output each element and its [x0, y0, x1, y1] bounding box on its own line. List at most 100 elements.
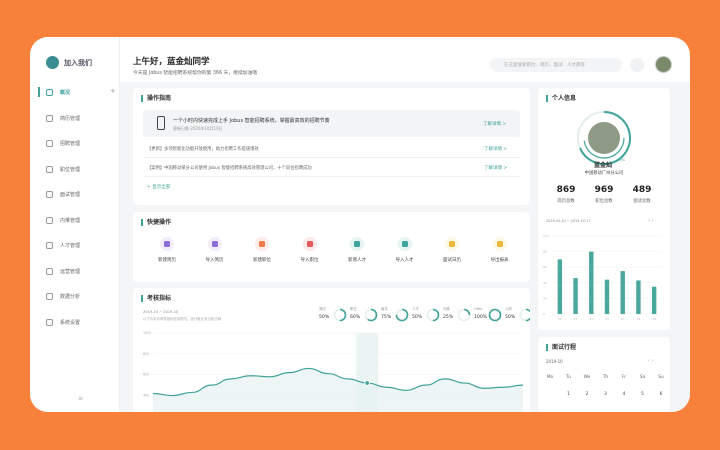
collapse-icon[interactable]: ≡	[78, 395, 84, 402]
y-tick-label: 1000	[143, 331, 151, 335]
stat-label: 职位总数	[595, 199, 613, 204]
calendar-nav[interactable]: ‹ ›	[648, 358, 654, 364]
panel-title: 个人信息	[546, 95, 576, 102]
day[interactable]: 4	[622, 392, 626, 397]
day[interactable]: 3	[604, 392, 607, 397]
menu-item[interactable]: 内推管理	[60, 217, 81, 224]
quick-glyph	[211, 241, 218, 247]
ring-value: 60%	[350, 314, 361, 320]
y-tick-label: 20	[543, 296, 547, 300]
quick-label[interactable]: 导入简历	[205, 258, 224, 263]
menu-icon	[46, 140, 53, 147]
day[interactable]: 6	[659, 392, 663, 397]
quick-icon[interactable]	[302, 237, 317, 251]
day[interactable]: 1	[567, 392, 570, 397]
metrics-chart: 简历 50% 职位 60% 面试 75% 人才 50% 内推 25% Offer 100% 入职 50% 4…	[143, 306, 530, 412]
metrics-note: 以下为本月考核指标完成情况，统计截止到当前日期	[143, 317, 221, 321]
menu-item[interactable]: 数据分析	[60, 294, 81, 300]
quick-icon[interactable]	[255, 237, 269, 251]
guide-icon	[157, 116, 165, 130]
stat-value: 489	[632, 185, 652, 195]
quick-label[interactable]: 导出报表	[490, 258, 509, 263]
quick-icon[interactable]	[445, 237, 459, 251]
ring-arc	[457, 308, 471, 322]
chart-date: 2019-10-10 ~ 2019-10-17	[546, 219, 591, 223]
weekday: Sa	[639, 375, 646, 380]
content: 操作指南 一个小时内快速完成上手 Jobus 智能招聘系统，掌握最高效的招聘节奏…	[120, 82, 690, 412]
expand-icon: +	[110, 87, 116, 95]
day[interactable]: 2	[585, 392, 589, 397]
detail-link[interactable]: 了解详情 >	[484, 147, 508, 152]
quick-glyph	[164, 241, 170, 247]
menu-item[interactable]: 面试管理	[60, 192, 81, 198]
quick-glyph	[401, 241, 408, 247]
menu-item[interactable]: 系统设置	[60, 319, 81, 326]
menu-icon	[46, 114, 53, 122]
bar	[620, 271, 625, 314]
search-box[interactable]: 在这里搜索职位、简历、面试、人才库等	[490, 58, 622, 72]
detail-link[interactable]: 了解详情 >	[484, 166, 508, 171]
guide-item: 【案例】中国移动某分公司使用 Jobus 智能招聘系统高效管理公司，十个岗位招聘…	[147, 166, 312, 171]
quick-glyph	[449, 241, 455, 247]
menu-item[interactable]: 人才管理	[60, 243, 81, 249]
y-tick-label: 40	[543, 281, 547, 285]
calendar-month: 2019-10	[546, 359, 563, 364]
bar	[589, 251, 594, 314]
sidebar: 加入我们 + 概况 简历管理 招聘管理 职位管理 面试管理 内推管理 人才管理 运营管理 数据分…	[30, 37, 120, 412]
ring-label: 人才	[412, 306, 419, 311]
avatar-rings	[577, 111, 631, 165]
area	[153, 368, 523, 412]
quick-glyph	[259, 241, 265, 247]
bell-button[interactable]	[630, 58, 644, 72]
quick-panel: 快捷操作 新建简历 导入简历 新建职位 导入职位 新增人才 导入人才 面试日历 导出报表	[133, 212, 530, 282]
y-tick-label: 80	[543, 250, 547, 254]
x-tick-label: 15	[637, 317, 641, 321]
x-tick-label: 13	[605, 317, 609, 321]
metrics-panel: 考核指标 2019-10 ~ 2019-10 以下为本月考核指标完成情况，统计截…	[133, 288, 530, 412]
quick-label[interactable]: 新增人才	[348, 258, 366, 263]
quick-icon[interactable]	[397, 237, 412, 251]
active-indicator	[38, 87, 40, 97]
quick-icon[interactable]	[492, 237, 507, 251]
line	[152, 367, 524, 397]
y-tick-label: 400	[143, 394, 149, 398]
search-placeholder: 在这里搜索职位、简历、面试、人才库等	[504, 63, 585, 68]
quick-label[interactable]: 新建简历	[158, 258, 176, 263]
guide-panel: 操作指南 一个小时内快速完成上手 Jobus 智能招聘系统，掌握最高效的招聘节奏…	[133, 88, 530, 205]
menu-item[interactable]: 招聘管理	[60, 141, 81, 147]
quick-label[interactable]: 导入职位	[300, 258, 319, 263]
quick-label[interactable]: 新建职位	[253, 258, 271, 263]
detail-link[interactable]: 了解详情 >	[483, 122, 507, 127]
ring-track	[519, 308, 530, 322]
y-tick-label: 60	[543, 265, 547, 269]
ring-value: 75%	[381, 314, 392, 320]
menu-item[interactable]: 概况	[60, 90, 71, 96]
ring-arc	[426, 308, 440, 322]
menu-item[interactable]: 职位管理	[60, 166, 81, 173]
menu-icon	[46, 293, 53, 300]
quick-icon[interactable]	[160, 237, 174, 251]
show-all[interactable]: + 显示全部	[147, 185, 171, 190]
quick-label[interactable]: 面试日历	[443, 258, 461, 263]
menu-item[interactable]: 简历管理	[60, 115, 81, 122]
ring-arc	[333, 308, 347, 322]
chart-nav[interactable]: ‹ ›	[648, 218, 654, 224]
calendar-panel: 面试行程 2019-10 ‹ › Mo Tu We Th Fr Sa Su 1 2 3 4 5 6	[538, 337, 670, 412]
user-avatar[interactable]	[655, 56, 672, 73]
menu-icon	[46, 318, 53, 326]
menu-icon	[46, 191, 53, 198]
ring-label: 简历	[319, 306, 326, 311]
quick-icon[interactable]	[350, 237, 364, 251]
quick-label[interactable]: 导入人才	[395, 258, 414, 263]
ring-arc	[395, 308, 409, 322]
guide-item: 【更新】多项智能化功能开放使用，助力招聘工作提速增效	[147, 147, 259, 152]
menu-item[interactable]: 运营管理	[60, 268, 81, 275]
ring-value: 25%	[443, 314, 454, 320]
day[interactable]: 5	[641, 392, 644, 397]
x-tick-label: 16	[652, 317, 656, 321]
y-tick-label: 0	[543, 312, 545, 316]
bar	[573, 278, 578, 314]
quick-icon[interactable]	[207, 237, 222, 251]
profile-company: 中国移动广州分公司	[584, 171, 624, 176]
quick-glyph	[306, 241, 313, 247]
